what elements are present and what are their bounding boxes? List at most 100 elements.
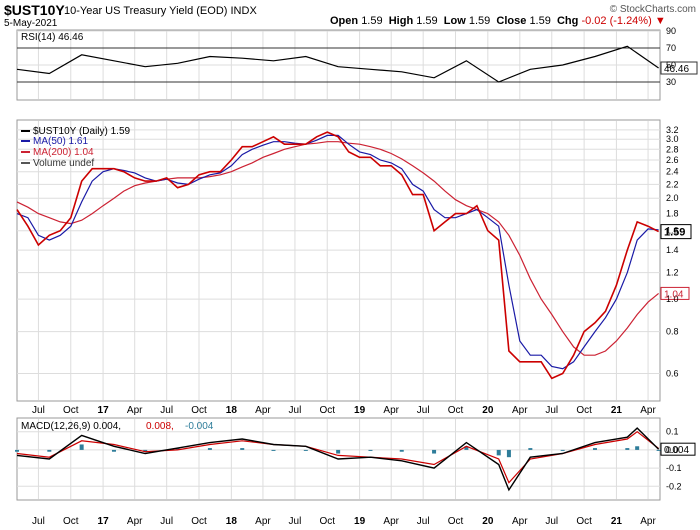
xtick-label-price: Jul bbox=[289, 405, 302, 416]
price-ytick-label: 1.0 bbox=[666, 294, 679, 304]
chart-header: $UST10Y 10-Year US Treasury Yield (EOD) … bbox=[0, 0, 700, 30]
ma200-last-value-label: 1.04 bbox=[664, 289, 684, 300]
macd-histogram-bar bbox=[592, 448, 597, 450]
xtick-label-price: Apr bbox=[640, 405, 656, 416]
chg-label: Chg bbox=[556, 15, 579, 27]
macd-panel-frame bbox=[16, 417, 661, 501]
quote-date: 5-May-2021 bbox=[4, 18, 58, 29]
xtick-label-price: 19 bbox=[354, 405, 366, 416]
rsi-legend: RSI(14) 46.46 bbox=[21, 32, 84, 43]
xtick-label-price: Apr bbox=[255, 405, 271, 416]
rsi-ytick-label: 30 bbox=[666, 77, 676, 87]
xtick-label-macd: 21 bbox=[611, 516, 623, 527]
macd-ytick-label: 0.0 bbox=[666, 445, 679, 455]
xtick-label-price: 18 bbox=[226, 405, 238, 416]
xtick-label-price: 21 bbox=[611, 405, 623, 416]
macd-line bbox=[16, 427, 660, 492]
ma50-line bbox=[16, 134, 659, 370]
xtick-label-macd: Jul bbox=[417, 516, 430, 527]
price-last-value-box bbox=[660, 224, 692, 240]
low-value: 1.59 bbox=[468, 15, 491, 27]
price-ytick-label: 2.6 bbox=[666, 155, 679, 165]
xtick-label-macd: Oct bbox=[448, 516, 464, 527]
xtick-label-macd: Apr bbox=[127, 516, 143, 527]
xtick-label-macd: Jul bbox=[289, 516, 302, 527]
xtick-label-price: Oct bbox=[576, 405, 592, 416]
xtick-label-macd: Apr bbox=[255, 516, 271, 527]
price-last-value-label: 1.59 bbox=[664, 227, 685, 239]
macd-histogram-bar bbox=[47, 449, 52, 452]
rsi-ytick-label: 90 bbox=[666, 26, 676, 36]
price-legend-entry: MA(200) 1.04 bbox=[33, 147, 94, 158]
high-value: 1.59 bbox=[416, 15, 438, 27]
macd-histogram-bar bbox=[496, 449, 501, 456]
xtick-label-macd: Oct bbox=[319, 516, 335, 527]
macd-histogram-bar bbox=[464, 446, 469, 450]
price-line bbox=[16, 131, 659, 380]
price-legend-title: $UST10Y (Daily) 1.59 bbox=[33, 126, 131, 137]
instrument-name: 10-Year US Treasury Yield (EOD) INDX bbox=[64, 5, 257, 17]
high-label: High bbox=[388, 15, 414, 27]
macd-ytick-label: -0.1 bbox=[666, 463, 682, 473]
xtick-label-price: Oct bbox=[63, 405, 79, 416]
xtick-label-price: Jul bbox=[545, 405, 558, 416]
price-ytick-label: 1.8 bbox=[666, 209, 679, 219]
rsi-line bbox=[16, 45, 659, 83]
xtick-label-macd: 20 bbox=[482, 516, 494, 527]
macd-histogram-bar bbox=[175, 448, 180, 450]
xtick-label-macd: Oct bbox=[63, 516, 79, 527]
macd-histogram-bar bbox=[635, 446, 640, 450]
macd-histogram-bar bbox=[528, 448, 533, 450]
xtick-label-price: Apr bbox=[383, 405, 399, 416]
xtick-label-macd: Jul bbox=[160, 516, 173, 527]
price-ytick-label: 1.2 bbox=[666, 268, 679, 278]
price-legend-entry: Volume undef bbox=[33, 158, 94, 169]
xtick-label-macd: Jul bbox=[32, 516, 45, 527]
xtick-label-macd: Jul bbox=[545, 516, 558, 527]
open-label: Open bbox=[330, 15, 359, 27]
chg-arrow-icon: ▼ bbox=[654, 15, 666, 27]
labels-layer: Jul Jul Oct Oct 17 17 Apr Apr Jul Jul Oct Oct 18 18 Ap… bbox=[21, 26, 689, 527]
price-legend-entry: MA(50) 1.61 bbox=[33, 136, 88, 147]
xtick-label-price: Oct bbox=[319, 405, 335, 416]
price-ytick-label: 3.0 bbox=[666, 134, 679, 144]
macd-histogram-bar bbox=[240, 448, 245, 450]
exchange: INDX bbox=[230, 5, 257, 17]
xtick-label-macd: Apr bbox=[512, 516, 528, 527]
chg-value: -0.02 (-1.24%) bbox=[581, 15, 652, 27]
close-value: 1.59 bbox=[529, 15, 551, 27]
xtick-label-price: Oct bbox=[191, 405, 207, 416]
macd-histogram-bar bbox=[303, 449, 308, 451]
macd-histogram-bar bbox=[336, 449, 341, 454]
macd-histogram-bar bbox=[368, 449, 373, 451]
price-ytick-label: 2.4 bbox=[666, 167, 679, 177]
macd-histogram-bar bbox=[143, 449, 148, 452]
macd-histogram-bar bbox=[506, 449, 511, 458]
xtick-label-price: 20 bbox=[482, 405, 494, 416]
xtick-label-macd: Oct bbox=[191, 516, 207, 527]
macd-signal-line bbox=[16, 430, 659, 484]
rsi-ytick-label: 70 bbox=[666, 43, 676, 53]
open-value: 1.59 bbox=[361, 15, 383, 27]
xtick-label-macd: 18 bbox=[226, 516, 238, 527]
price-ytick-label: 2.2 bbox=[666, 179, 679, 189]
rsi-ytick-label: 50 bbox=[666, 60, 676, 70]
xtick-label-price: Jul bbox=[417, 405, 430, 416]
macd-histogram-bar bbox=[432, 449, 437, 454]
low-label: Low bbox=[443, 15, 466, 27]
xtick-label-price: Oct bbox=[448, 405, 464, 416]
xtick-label-price: Jul bbox=[32, 405, 45, 416]
macd-last-value-box bbox=[660, 442, 696, 456]
xtick-label-macd: 17 bbox=[98, 516, 110, 527]
macd-legend-macd: MACD(12,26,9) 0.004, bbox=[21, 421, 121, 432]
macd-last-value-label: 0.004 bbox=[664, 445, 689, 456]
price-panel-frame bbox=[16, 119, 661, 402]
xtick-label-price: Apr bbox=[127, 405, 143, 416]
macd-legend-signal: 0.008, bbox=[146, 421, 174, 432]
rsi-last-value-box bbox=[660, 61, 698, 75]
grid-layer bbox=[17, 30, 660, 499]
macd-histogram-bar bbox=[656, 449, 661, 451]
xtick-label-macd: Apr bbox=[383, 516, 399, 527]
price-ytick-label: 1.4 bbox=[666, 245, 679, 255]
